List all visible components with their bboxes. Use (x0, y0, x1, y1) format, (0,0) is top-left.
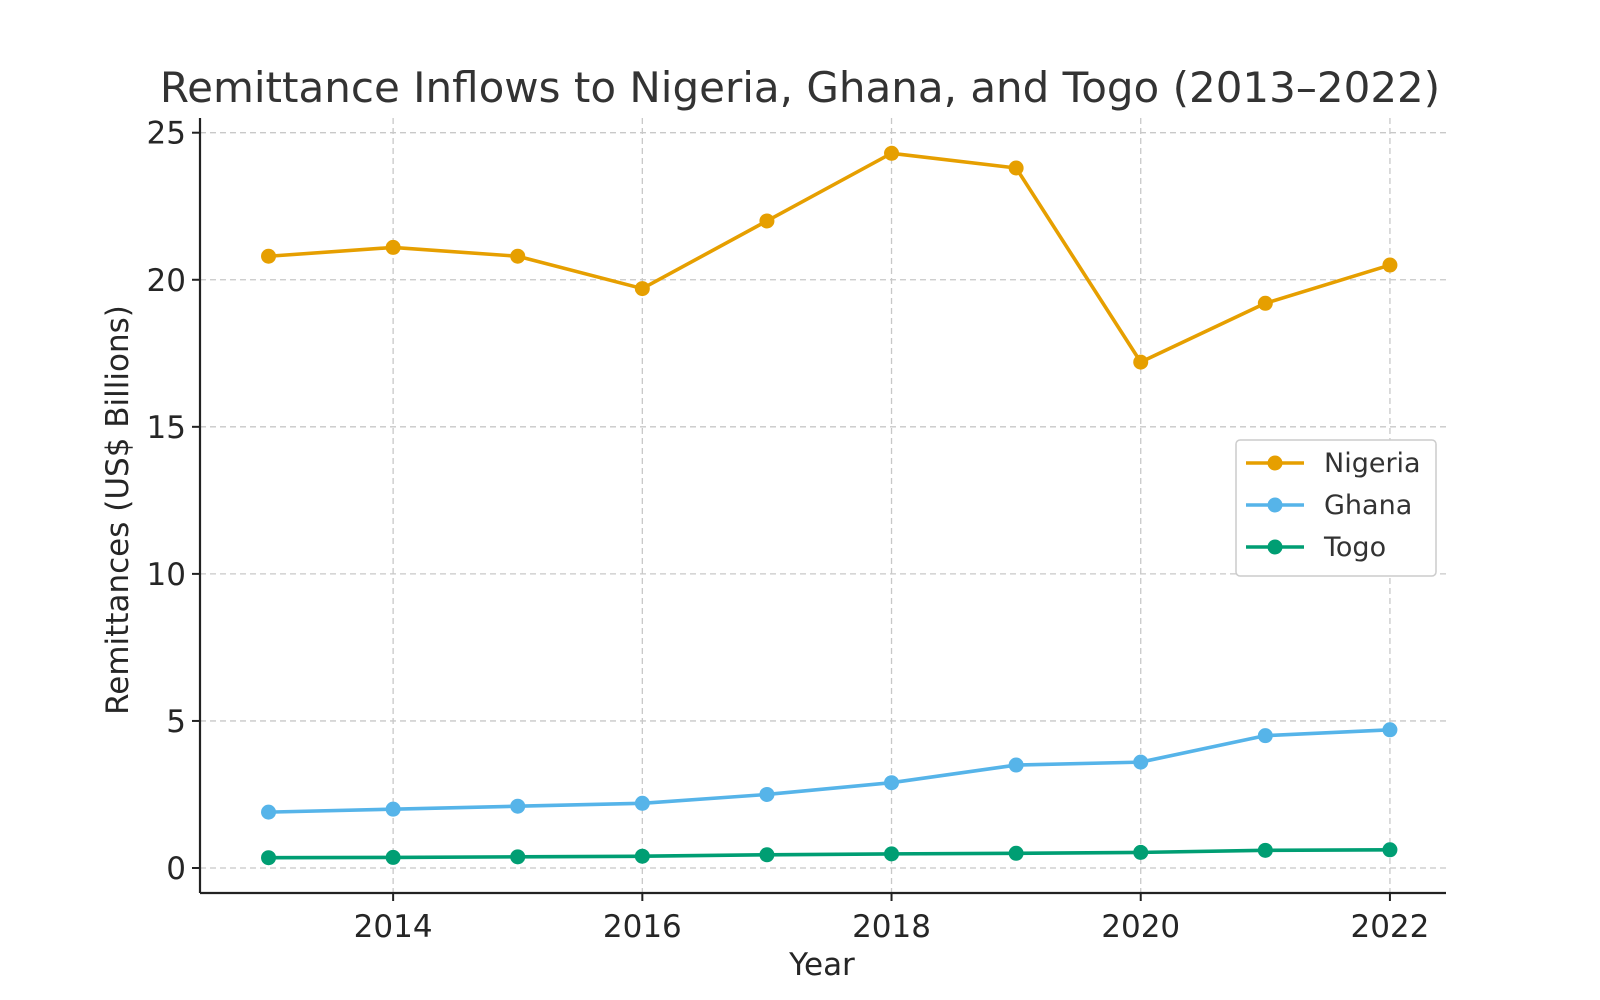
x-tick-label-2022: 2022 (1350, 909, 1429, 945)
y-tick-label-0: 0 (166, 851, 186, 887)
togo-line (268, 847, 1390, 860)
legend-item-togo: Togo (1246, 532, 1386, 563)
legend-marker-nigeria (1267, 455, 1283, 471)
ghana-line (268, 727, 1391, 814)
nigeria-point-2020 (1133, 354, 1149, 370)
nigeria-point-2022 (1382, 257, 1398, 273)
legend-frame (1235, 439, 1437, 577)
ghana-point-2020 (1133, 754, 1149, 770)
ghana-point-2013 (261, 804, 277, 820)
x-tick-label-2020: 2020 (1101, 909, 1180, 945)
ghana-point-2021 (1257, 728, 1273, 744)
x-tick-label-2014: 2014 (354, 909, 433, 945)
nigeria-point-2014 (385, 239, 401, 255)
nigeria-point-2016 (634, 281, 650, 297)
legend-item-ghana: Ghana (1246, 490, 1412, 521)
legend-label-togo: Togo (1323, 532, 1386, 563)
y-tick-label-25: 25 (147, 116, 186, 152)
ghana-point-2018 (884, 775, 900, 791)
togo-series (261, 842, 1398, 866)
nigeria-point-2019 (1008, 160, 1024, 176)
nigeria-series (261, 145, 1398, 370)
legend-item-nigeria: Nigeria (1246, 448, 1421, 479)
y-tick-label-20: 20 (147, 263, 186, 299)
nigeria-point-2017 (759, 213, 775, 229)
ghana-point-2016 (634, 795, 650, 811)
togo-point-2014 (385, 849, 401, 865)
togo-point-2022 (1382, 842, 1398, 858)
ghana-point-2019 (1008, 757, 1024, 773)
y-axis-label: Remittances (US$ Billions) (100, 305, 136, 715)
ghana-point-2014 (385, 801, 401, 817)
legend-marker-ghana (1267, 497, 1283, 513)
nigeria-point-2021 (1257, 295, 1273, 311)
togo-point-2017 (759, 847, 775, 863)
togo-point-2021 (1257, 842, 1273, 858)
legend-marker-togo (1267, 539, 1283, 555)
axes (198, 118, 1446, 895)
togo-point-2015 (510, 849, 526, 865)
y-tick-label-10: 10 (147, 557, 186, 593)
legend: Nigeria Ghana Togo (1235, 439, 1437, 577)
togo-point-2020 (1133, 844, 1149, 860)
x-axis-label: Year (788, 947, 855, 983)
x-tick-label-2016: 2016 (603, 909, 682, 945)
nigeria-point-2015 (510, 248, 526, 264)
togo-point-2019 (1008, 845, 1024, 861)
y-tick-label-15: 15 (147, 410, 186, 446)
togo-point-2016 (634, 848, 650, 864)
legend-label-nigeria: Nigeria (1324, 448, 1421, 479)
nigeria-point-2018 (884, 145, 900, 161)
nigeria-point-2013 (261, 248, 277, 264)
tick-labels: 2014 2016 2018 2020 2022 0 5 10 15 20 25 (147, 116, 1430, 945)
ghana-series (261, 722, 1398, 820)
ghana-point-2017 (759, 786, 775, 802)
ghana-point-2015 (510, 798, 526, 814)
legend-label-ghana: Ghana (1324, 490, 1412, 521)
nigeria-line (268, 151, 1391, 364)
y-tick-label-5: 5 (166, 704, 186, 740)
chart-title: Remittance Inflows to Nigeria, Ghana, an… (160, 63, 1440, 112)
ghana-point-2022 (1382, 722, 1398, 738)
series-lines (261, 145, 1398, 866)
togo-point-2018 (884, 846, 900, 862)
x-tick-label-2018: 2018 (852, 909, 931, 945)
togo-point-2013 (261, 850, 277, 866)
